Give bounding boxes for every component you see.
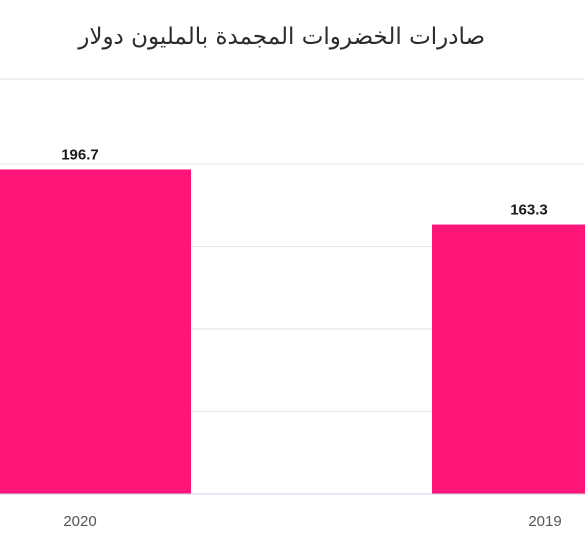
x-tick-label-2019: 2019 (528, 513, 561, 530)
data-label-2020: 196.7 (61, 146, 99, 163)
data-label-2019: 163.3 (510, 202, 548, 219)
bar-2019[interactable] (432, 224, 585, 494)
chart-title: صادرات الخضروات المجمدة بالمليون دولار (78, 24, 485, 50)
bar-2020[interactable] (0, 169, 191, 494)
labels: 196.7 2020 163.3 2019 (61, 146, 561, 530)
bars (0, 169, 585, 494)
x-tick-label-2020: 2020 (63, 513, 96, 530)
